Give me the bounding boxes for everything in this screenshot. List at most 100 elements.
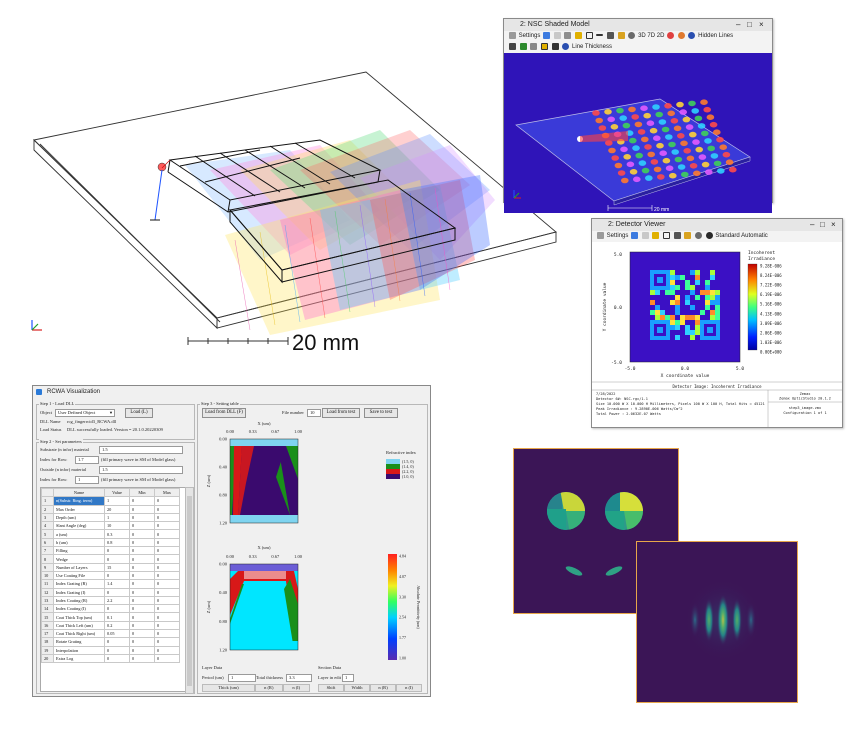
refresh-icon[interactable] (543, 31, 551, 39)
table-cell[interactable]: 0 (129, 537, 155, 548)
table-cell[interactable]: 0 (129, 512, 155, 523)
table-cell[interactable]: b (um) (53, 537, 105, 548)
index-input[interactable]: 1 (75, 476, 99, 484)
arrow-icon[interactable] (596, 34, 604, 37)
substrate-input[interactable]: 1.5 (99, 446, 183, 454)
table-cell[interactable]: Slant Angle (deg) (53, 521, 105, 531)
period-input[interactable]: 1 (228, 674, 256, 682)
table-cell[interactable]: 2.2 (104, 595, 130, 606)
lock-icon[interactable] (684, 231, 692, 239)
table-cell[interactable]: 0 (154, 629, 180, 639)
table-cell[interactable]: 0 (129, 579, 155, 589)
table-row[interactable]: 18 Rotate Grating 0 0 0 (41, 637, 180, 647)
table-cell[interactable]: 0 (154, 512, 180, 523)
table-row[interactable]: 3 Depth (um) 1 0 0 (41, 512, 180, 523)
table-row[interactable]: 11 Index Grating (R) 1.4 0 0 (41, 579, 180, 589)
table-cell[interactable]: 0 (104, 546, 130, 556)
table-cell[interactable]: Rotate Grating (53, 637, 105, 647)
scrollbar-thumb[interactable] (187, 496, 192, 686)
table-cell[interactable]: Wedge (53, 554, 105, 564)
table-row[interactable]: 14 Index Coating (I) 0 0 0 (41, 604, 180, 614)
color-icon[interactable] (677, 31, 685, 39)
load-from-dll-button[interactable]: Load from DLL (F) (202, 408, 246, 418)
shaded-model-canvas[interactable]: 20 mm (504, 53, 772, 213)
table-cell[interactable]: 0 (154, 612, 180, 622)
gear-icon[interactable] (509, 31, 516, 39)
table-row[interactable]: 8 Wedge 0 0 0 (41, 554, 180, 564)
table-row[interactable]: 13 Index Coating (R) 2.2 0 0 (41, 595, 180, 606)
table-cell[interactable]: 20 (104, 504, 130, 514)
table-cell[interactable]: 0 (154, 645, 180, 655)
table-row[interactable]: 19 Interpolation 0 0 0 (41, 645, 180, 655)
inside-input[interactable]: 1.7 (75, 456, 99, 464)
zoom-icon[interactable] (695, 231, 703, 239)
table-cell[interactable]: 0 (129, 604, 155, 614)
frame-icon[interactable] (541, 42, 549, 50)
table-cell[interactable]: 0 (129, 612, 155, 622)
layout-icon[interactable] (509, 42, 516, 50)
close-button[interactable]: × (831, 220, 836, 229)
table-cell[interactable]: Index Coating (I) (53, 604, 105, 614)
table-header[interactable]: Max (154, 488, 180, 498)
maximize-button[interactable]: □ (747, 20, 752, 29)
minimize-button[interactable]: – (810, 220, 815, 229)
table-cell[interactable]: 1.4 (104, 579, 130, 589)
table-cell[interactable]: Coat Thick Left (um) (53, 620, 105, 631)
table-cell[interactable]: 0 (154, 554, 180, 564)
table-row[interactable]: 1 n(Substr. Rtng. term) 1 0 0 (41, 496, 180, 506)
stop-icon[interactable] (667, 31, 675, 39)
minimize-button[interactable]: – (736, 20, 741, 29)
table-header[interactable] (41, 488, 54, 498)
table-cell[interactable]: 0 (104, 570, 130, 581)
file-number-input[interactable]: 10 (307, 409, 321, 417)
table-cell[interactable]: 0 (129, 496, 155, 506)
table-cell[interactable]: 0 (154, 529, 180, 539)
hidden-lines-dropdown[interactable]: Hidden Lines (698, 33, 734, 39)
shaded-model-view-buttons[interactable]: 3D 7D 2D (638, 33, 665, 39)
copy-icon[interactable] (641, 231, 649, 239)
table-cell[interactable]: Index Coating (R) (53, 595, 105, 606)
table-header[interactable]: Min (129, 488, 155, 498)
table-cell[interactable]: 0 (154, 604, 180, 614)
table-cell[interactable]: 0 (154, 637, 180, 647)
table-cell[interactable]: 0 (129, 620, 155, 631)
table-cell[interactable]: 0 (154, 496, 180, 506)
maximize-button[interactable]: □ (820, 220, 825, 229)
line-thickness-dropdown[interactable]: Line Thickness (572, 44, 612, 50)
table-cell[interactable]: 0 (154, 570, 180, 581)
table-cell[interactable]: 0 (129, 637, 155, 647)
automatic-dropdown[interactable]: Automatic (741, 233, 768, 239)
table-cell[interactable]: 0 (129, 554, 155, 564)
outside-input[interactable]: 1.5 (99, 466, 183, 474)
settings-menu[interactable]: Settings (518, 33, 541, 39)
table-cell[interactable]: 0 (154, 504, 180, 514)
table-cell[interactable]: 1 (104, 512, 130, 523)
table-cell[interactable]: 0 (129, 645, 155, 655)
table-row[interactable]: 16 Coat Thick Left (um) 0.2 0 0 (41, 620, 180, 631)
table-row[interactable]: 17 Coat Thick Right (um) 0.05 0 0 (41, 629, 180, 639)
table-header[interactable]: Value (104, 488, 130, 498)
table-row[interactable]: 20 Extra Log 0 0 0 (41, 653, 180, 664)
table-cell[interactable]: 0 (104, 637, 130, 647)
table-cell[interactable]: 0 (129, 629, 155, 639)
table-cell[interactable]: 0 (104, 645, 130, 655)
check-icon[interactable] (519, 42, 527, 50)
table-cell[interactable]: 0 (104, 604, 130, 614)
table-cell[interactable]: Filling (53, 546, 105, 556)
text-icon[interactable] (607, 31, 615, 39)
close-button[interactable]: × (759, 20, 764, 29)
info-icon[interactable] (562, 42, 570, 50)
table-cell[interactable]: Coat Thick Right (um) (53, 629, 105, 639)
table-cell[interactable]: 0 (154, 562, 180, 572)
help-icon[interactable] (688, 31, 696, 39)
table-cell[interactable]: 0 (129, 562, 155, 572)
table-cell[interactable]: 0.1 (104, 612, 130, 622)
load-dll-button[interactable]: Load (L) (125, 408, 153, 418)
table-cell[interactable]: 0 (154, 653, 180, 664)
table-cell[interactable]: Extra Log (53, 653, 105, 664)
table-cell[interactable]: a (um) (53, 529, 105, 539)
help-icon[interactable] (705, 231, 713, 239)
table-cell[interactable]: 0 (129, 521, 155, 531)
gear-icon[interactable] (597, 231, 604, 239)
